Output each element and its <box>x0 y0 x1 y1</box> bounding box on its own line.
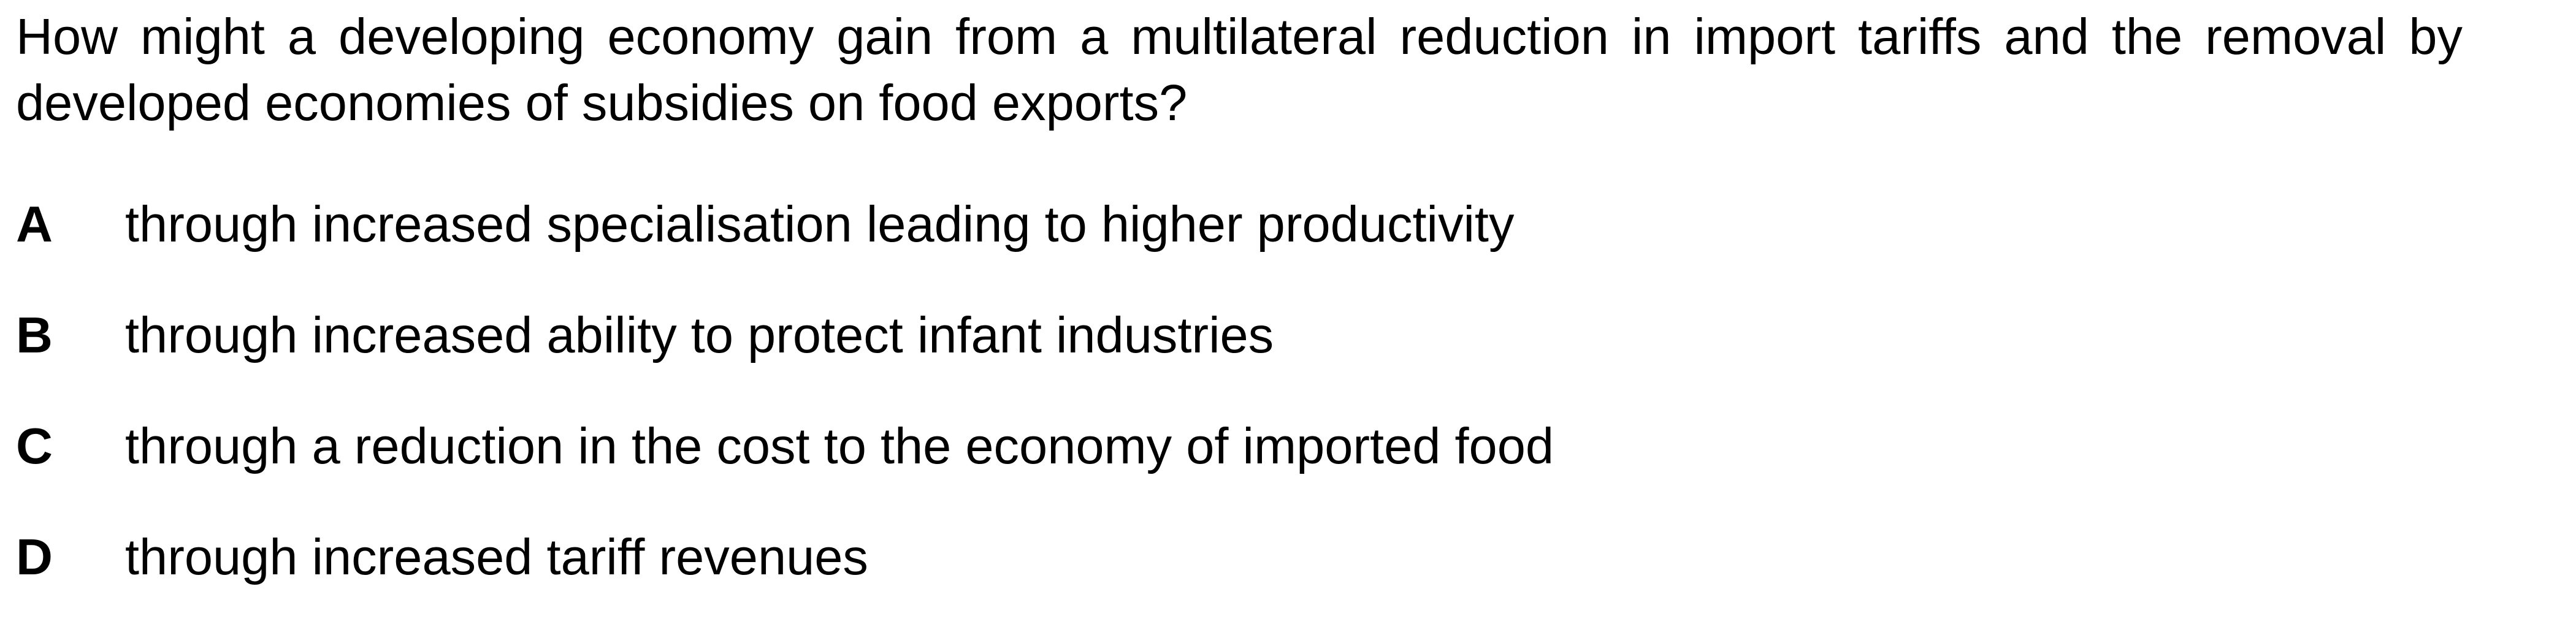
option-text: through increased ability to protect inf… <box>125 306 1274 363</box>
option-letter: D <box>16 528 53 585</box>
option-c[interactable]: C through a reduction in the cost to the… <box>16 413 2463 524</box>
option-d[interactable]: D through increased tariff revenues <box>16 524 2463 635</box>
option-letter: B <box>16 306 53 363</box>
option-letter: A <box>16 196 53 253</box>
option-a[interactable]: A through increased specialisation leadi… <box>16 191 2463 302</box>
option-b[interactable]: B through increased ability to protect i… <box>16 302 2463 413</box>
option-text: through increased specialisation leading… <box>125 196 1515 253</box>
option-text: through a reduction in the cost to the e… <box>125 417 1554 474</box>
option-letter: C <box>16 417 53 474</box>
option-text: through increased tariff revenues <box>125 528 868 585</box>
question-text: How might a developing economy gain from… <box>16 8 2463 131</box>
answer-options: A through increased specialisation leadi… <box>16 191 2463 635</box>
